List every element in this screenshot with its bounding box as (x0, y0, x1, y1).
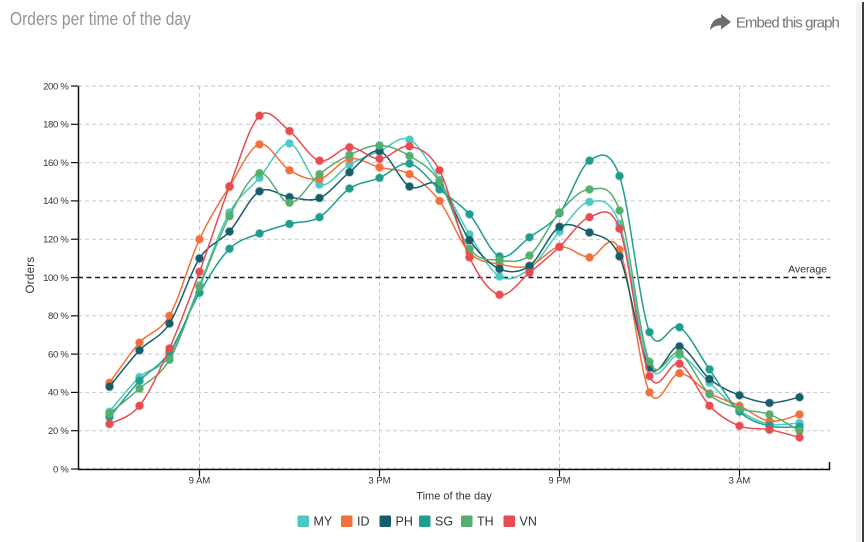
svg-text:PH: PH (396, 515, 413, 529)
svg-text:180 %: 180 % (43, 120, 69, 131)
svg-text:MY: MY (314, 515, 333, 529)
svg-text:200 %: 200 % (43, 81, 69, 92)
svg-text:ID: ID (357, 515, 370, 529)
svg-text:VN: VN (520, 515, 537, 529)
svg-text:3 PM: 3 PM (368, 475, 390, 486)
svg-text:9 AM: 9 AM (189, 475, 211, 486)
svg-text:9 PM: 9 PM (548, 475, 570, 486)
svg-text:160 %: 160 % (43, 158, 69, 169)
svg-text:Orders: Orders (25, 257, 37, 294)
svg-text:SG: SG (435, 515, 453, 529)
svg-text:TH: TH (477, 515, 494, 529)
svg-text:120 %: 120 % (43, 235, 69, 246)
svg-text:140 %: 140 % (43, 196, 69, 207)
svg-text:20 %: 20 % (48, 426, 69, 437)
svg-text:80 %: 80 % (48, 311, 69, 322)
svg-text:Time of the day: Time of the day (416, 491, 492, 503)
svg-text:0 %: 0 % (53, 464, 69, 475)
svg-text:3 AM: 3 AM (729, 475, 751, 486)
svg-text:60 %: 60 % (48, 349, 69, 360)
svg-text:100 %: 100 % (43, 273, 69, 284)
svg-text:Average: Average (788, 264, 827, 276)
svg-text:40 %: 40 % (48, 388, 69, 399)
